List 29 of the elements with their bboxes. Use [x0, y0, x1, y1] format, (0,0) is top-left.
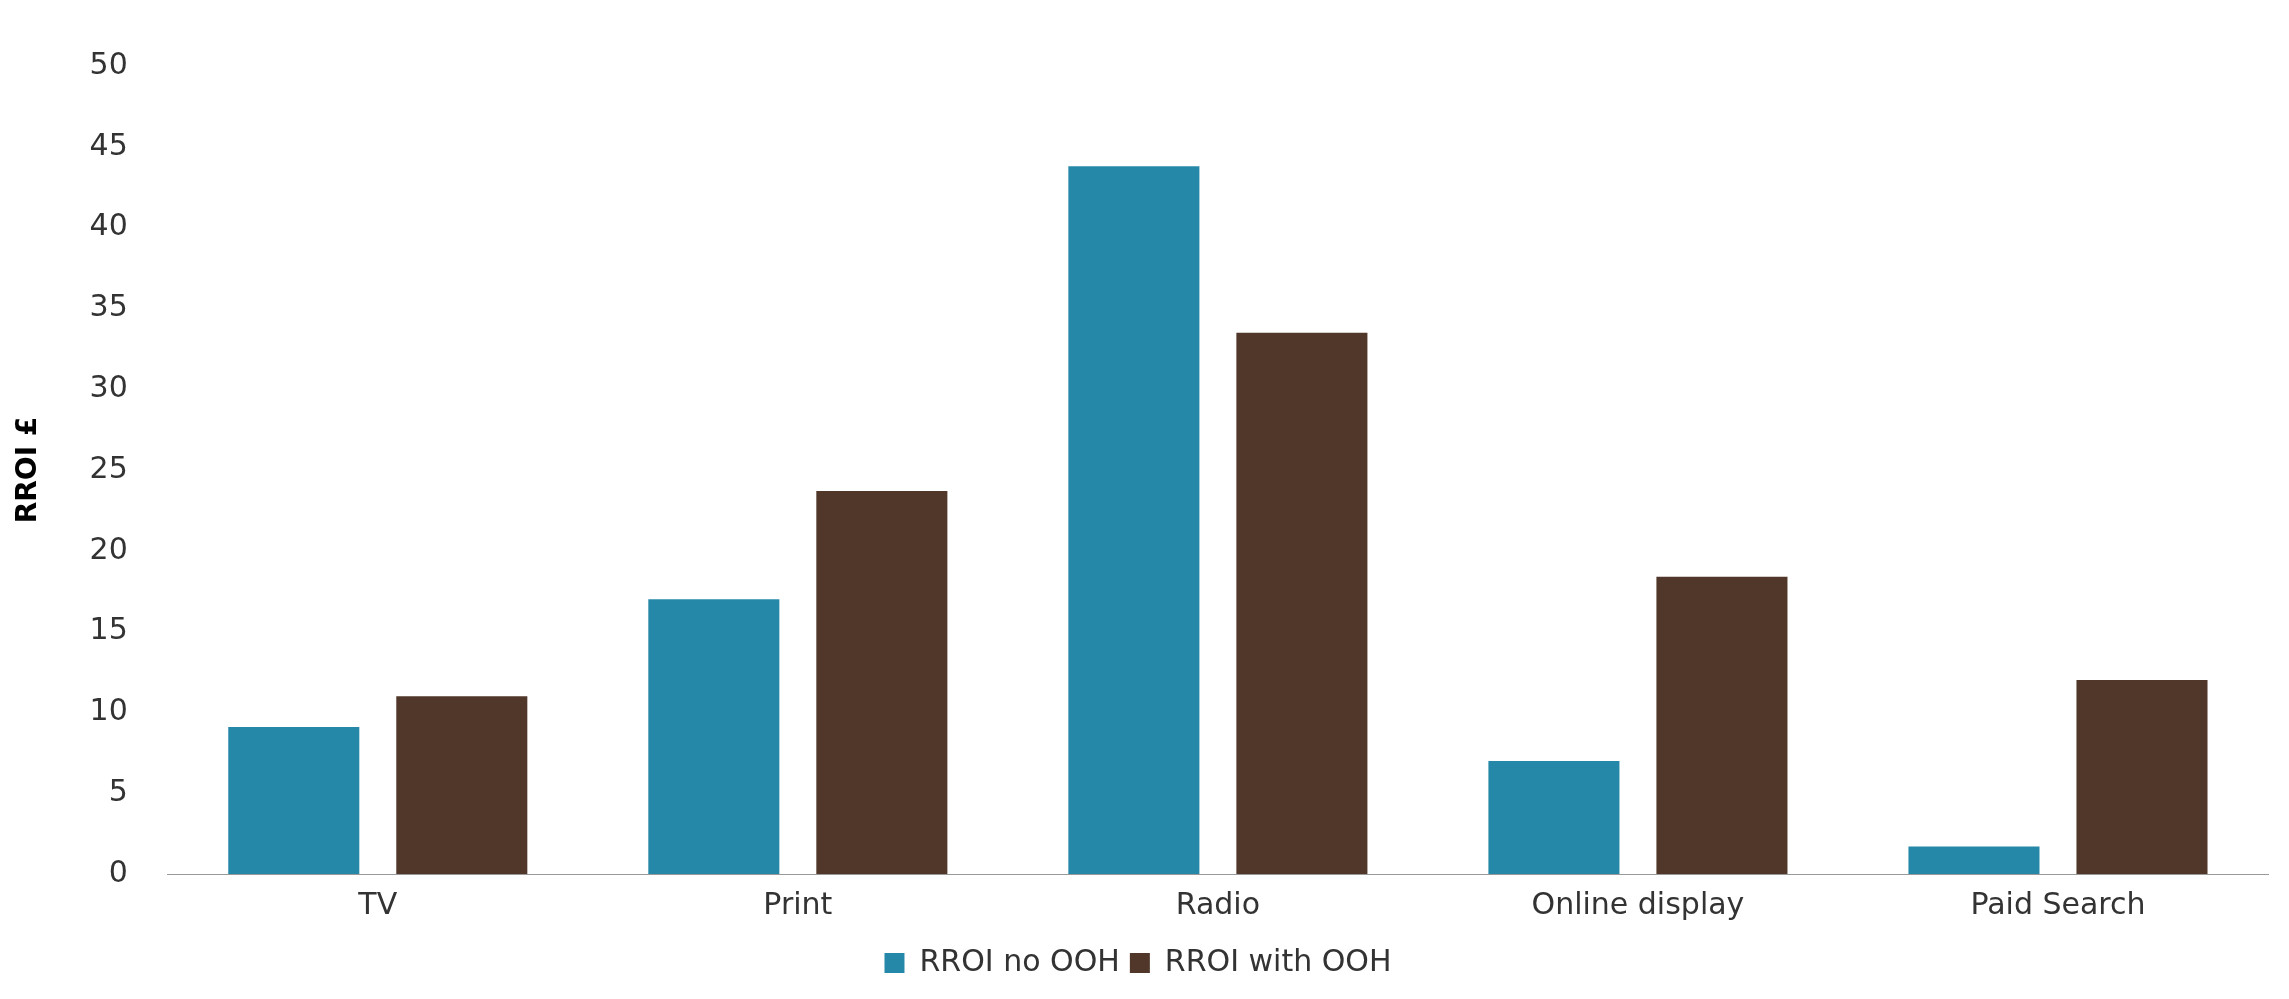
y-tick-label: 10 [89, 692, 128, 728]
bar [1656, 576, 1788, 874]
y-tick-label: 35 [89, 288, 128, 324]
x-tick-label: Online display [1531, 885, 1745, 921]
x-tick-label: Radio [1175, 885, 1261, 921]
y-tick-label: 0 [108, 853, 128, 889]
y-tick-label: 40 [89, 207, 128, 243]
bar [1908, 846, 2040, 874]
bar [816, 491, 948, 874]
x-tick-label: Paid Search [1970, 885, 2146, 921]
y-tick-label: 45 [89, 126, 128, 162]
bar [1236, 332, 1368, 874]
bar [2076, 680, 2208, 874]
legend-label: RROI no OOH [919, 942, 1120, 978]
y-tick-label: 50 [89, 45, 128, 81]
x-tick-label: Print [763, 885, 833, 921]
y-tick-label: 5 [108, 773, 128, 808]
y-tick-label: 25 [89, 449, 128, 485]
bar [396, 696, 528, 874]
bar [1488, 760, 1620, 874]
y-tick-label: 15 [89, 611, 128, 647]
bar [228, 726, 360, 874]
bar [648, 599, 780, 874]
bar [1068, 166, 1200, 874]
y-tick-label: 20 [89, 530, 128, 566]
x-tick-label: TV [357, 885, 398, 921]
y-axis-title: RROI £ [10, 416, 44, 524]
y-tick-label: 30 [89, 369, 128, 404]
legend-label: RROI with OOH [1164, 942, 1392, 978]
